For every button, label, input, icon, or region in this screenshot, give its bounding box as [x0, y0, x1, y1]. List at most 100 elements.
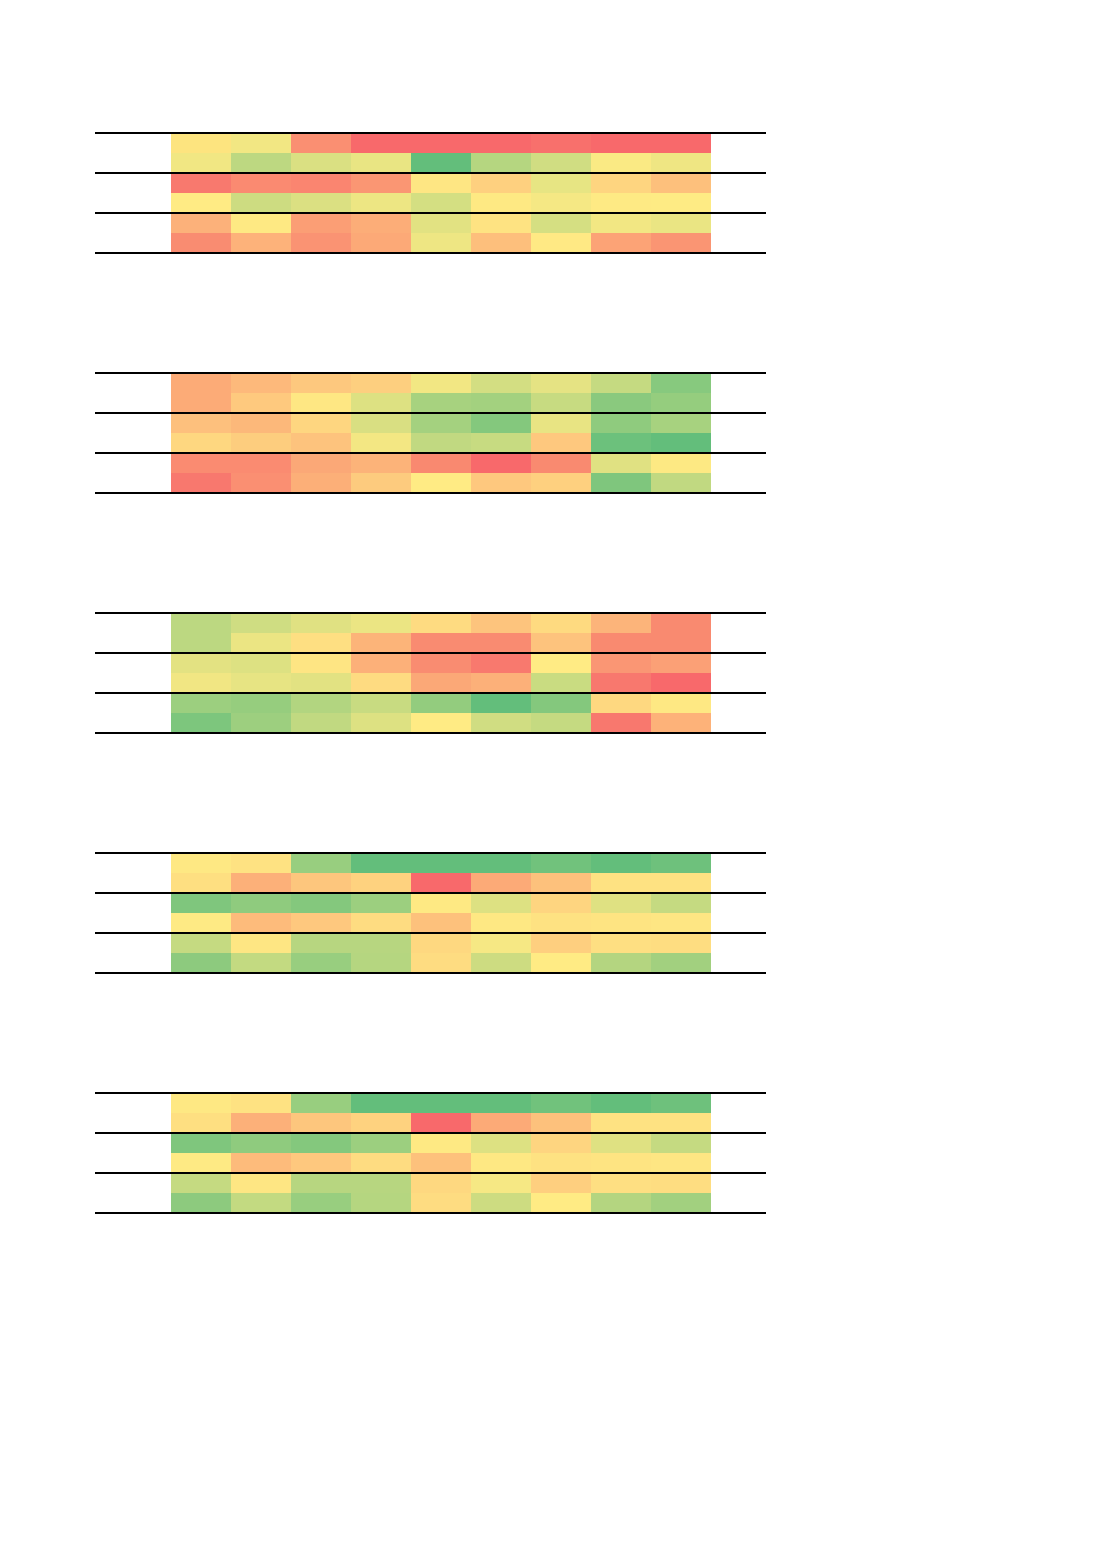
heatmap-cell: [411, 913, 471, 933]
heatmap-cell: [231, 473, 291, 493]
heatmap-cell: [351, 953, 411, 973]
heatmap-cell: [351, 173, 411, 193]
heatmap-cell: [171, 233, 231, 253]
table-rule: [95, 172, 766, 174]
heatmap-cell: [171, 693, 231, 713]
heatmap-cell: [291, 373, 351, 393]
table-rule: [95, 492, 766, 494]
heatmap-cell: [291, 153, 351, 173]
heatmap-cell: [351, 1113, 411, 1133]
heatmap-cell: [231, 413, 291, 433]
heatmap-table-5: [95, 1092, 766, 1215]
table-rule: [95, 732, 766, 734]
heatmap-cell: [231, 933, 291, 953]
heatmap-cell: [531, 413, 591, 433]
heatmap-cell: [231, 633, 291, 653]
heatmap-cell: [231, 1153, 291, 1173]
heatmap-cell: [171, 893, 231, 913]
heatmap-cell: [471, 673, 531, 693]
heatmap-cell: [531, 633, 591, 653]
heatmap-cell: [351, 1093, 411, 1113]
heatmap-cell: [171, 1173, 231, 1193]
heatmap-cell: [591, 713, 651, 733]
heatmap-cell: [411, 653, 471, 673]
heatmap-table-3: [95, 612, 766, 735]
heatmap-cell: [411, 933, 471, 953]
heatmap-cell: [171, 453, 231, 473]
heatmap-cell: [531, 473, 591, 493]
heatmap-cell: [291, 193, 351, 213]
heatmap-cell: [651, 853, 711, 873]
heatmap-cell: [471, 873, 531, 893]
heatmap-cell: [591, 473, 651, 493]
heatmap-cell: [471, 633, 531, 653]
heatmap-cell: [291, 893, 351, 913]
table-rule: [95, 612, 766, 614]
heatmap-cell: [171, 1153, 231, 1173]
heatmap-cell: [651, 693, 711, 713]
heatmap-cell: [351, 713, 411, 733]
heatmap-cell: [171, 613, 231, 633]
heatmap-cell: [651, 1113, 711, 1133]
heatmap-cell: [531, 173, 591, 193]
table-rule: [95, 1172, 766, 1174]
heatmap-cell: [351, 873, 411, 893]
heatmap-cell: [411, 453, 471, 473]
heatmap-cell: [531, 1133, 591, 1153]
table-rule: [95, 932, 766, 934]
heatmap-cell: [291, 873, 351, 893]
heatmap-cell: [171, 133, 231, 153]
heatmap-cell: [471, 173, 531, 193]
heatmap-cell: [411, 1113, 471, 1133]
heatmap-cell: [171, 673, 231, 693]
heatmap-cell: [231, 453, 291, 473]
heatmap-cell: [231, 233, 291, 253]
heatmap-cell: [411, 1173, 471, 1193]
table-rule: [95, 1092, 766, 1094]
table-rule: [95, 972, 766, 974]
heatmap-cell: [291, 633, 351, 653]
heatmap-cell: [171, 933, 231, 953]
heatmap-cell: [411, 173, 471, 193]
heatmap-cell: [291, 133, 351, 153]
heatmap-cell: [411, 433, 471, 453]
heatmap-cell: [351, 133, 411, 153]
heatmap-cell: [471, 233, 531, 253]
heatmap-cell: [411, 693, 471, 713]
heatmap-cell: [291, 653, 351, 673]
heatmap-cell: [171, 913, 231, 933]
heatmap-cell: [531, 873, 591, 893]
heatmap-cell: [291, 173, 351, 193]
heatmap-cell: [651, 893, 711, 913]
heatmap-cell: [171, 653, 231, 673]
table-rule: [95, 892, 766, 894]
heatmap-cell: [531, 433, 591, 453]
heatmap-cell: [231, 433, 291, 453]
heatmap-cell: [171, 873, 231, 893]
heatmap-cell: [471, 953, 531, 973]
heatmap-cell: [291, 953, 351, 973]
heatmap-cell: [471, 853, 531, 873]
heatmap-cell: [651, 213, 711, 233]
heatmap-cell: [171, 1113, 231, 1133]
heatmap-cell: [651, 613, 711, 633]
heatmap-cell: [171, 373, 231, 393]
heatmap-cell: [351, 393, 411, 413]
heatmap-cell: [171, 853, 231, 873]
heatmap-cell: [231, 673, 291, 693]
heatmap-cell: [591, 673, 651, 693]
heatmap-cell: [531, 713, 591, 733]
heatmap-cell: [531, 653, 591, 673]
table-rule: [95, 372, 766, 374]
heatmap-cell: [231, 1173, 291, 1193]
heatmap-cell: [471, 193, 531, 213]
heatmap-cell: [291, 853, 351, 873]
heatmap-cell: [171, 213, 231, 233]
heatmap-cell: [411, 953, 471, 973]
heatmap-cell: [591, 233, 651, 253]
heatmap-cell: [471, 393, 531, 413]
heatmap-cell: [651, 1193, 711, 1213]
heatmap-cell: [591, 173, 651, 193]
heatmap-cell: [651, 873, 711, 893]
heatmap-cell: [291, 233, 351, 253]
